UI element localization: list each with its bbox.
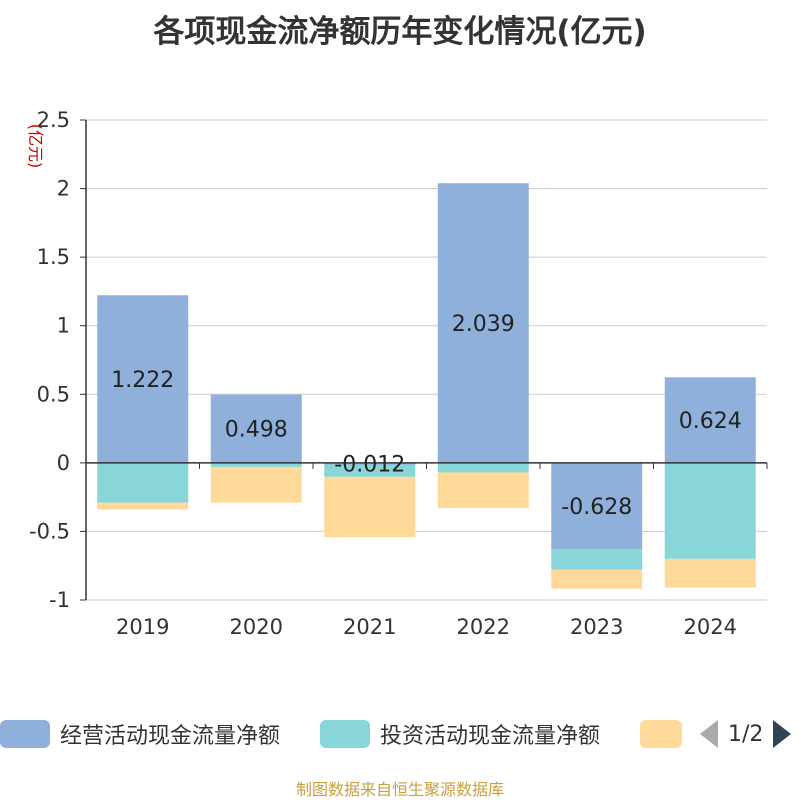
data-label: 2.039 [452,312,515,337]
data-label: 1.222 [111,368,174,393]
x-tick-label: 2022 [457,615,510,639]
legend-label: 经营活动现金流量净额 [60,724,281,749]
bar-operating [664,377,756,463]
legend-item-operating[interactable]: 经营活动现金流量净额 [0,716,280,752]
bar-investing [664,462,756,559]
bar-financing [664,558,756,588]
legend: 经营活动现金流量净额 投资活动现金流量净额 1/2 [0,716,800,752]
y-axis-unit-label: (亿元) [26,124,45,169]
y-tick-label: 2 [57,177,70,201]
y-tick-label: -0.5 [29,519,70,543]
x-tick-label: 2023 [570,615,623,639]
bar-operating [324,462,416,465]
bar-investing [210,462,302,467]
pager-text: 1/2 [728,721,764,747]
pager-next-icon[interactable] [773,720,792,748]
source-note: 制图数据来自恒生聚源数据库 [295,780,504,799]
y-tick-label: 1.5 [37,245,70,269]
data-label: -0.628 [561,495,632,520]
bar-operating [551,462,643,549]
legend-item-investing[interactable]: 投资活动现金流量净额 [320,716,600,752]
chart-title: 各项现金流净额历年变化情况(亿元) [153,14,647,50]
x-tick-label: 2024 [684,615,737,639]
y-tick-label: 2.5 [37,108,70,132]
legend-item-third[interactable] [640,716,682,752]
bar-investing [437,462,529,473]
data-label: 0.498 [225,418,288,443]
x-tick-label: 2020 [230,615,283,639]
legend-swatch [0,720,50,748]
x-tick-label: 2019 [116,615,169,639]
bar-operating [210,394,302,463]
bar-investing [97,462,189,503]
bar-financing [324,476,416,538]
bar-investing [324,464,416,477]
y-tick-label: 1 [57,314,70,338]
bar-financing [210,466,302,503]
x-tick-label: 2021 [343,615,396,639]
legend-swatch [320,720,370,748]
bar-investing [551,548,643,570]
bar-operating [437,183,529,463]
bar-financing [551,569,643,589]
legend-pager: 1/2 [700,716,792,752]
y-tick-label: 0 [57,451,70,475]
y-tick-label: 0.5 [37,382,70,406]
bar-financing [97,502,189,510]
legend-label: 投资活动现金流量净额 [380,724,601,749]
y-tick-label: -1 [49,588,70,612]
bar-operating [97,295,189,463]
bar-financing [437,472,529,509]
pager-prev-icon[interactable] [700,720,718,748]
legend-swatch [640,720,682,748]
data-label: 0.624 [679,409,742,434]
data-label: -0.012 [334,453,405,478]
